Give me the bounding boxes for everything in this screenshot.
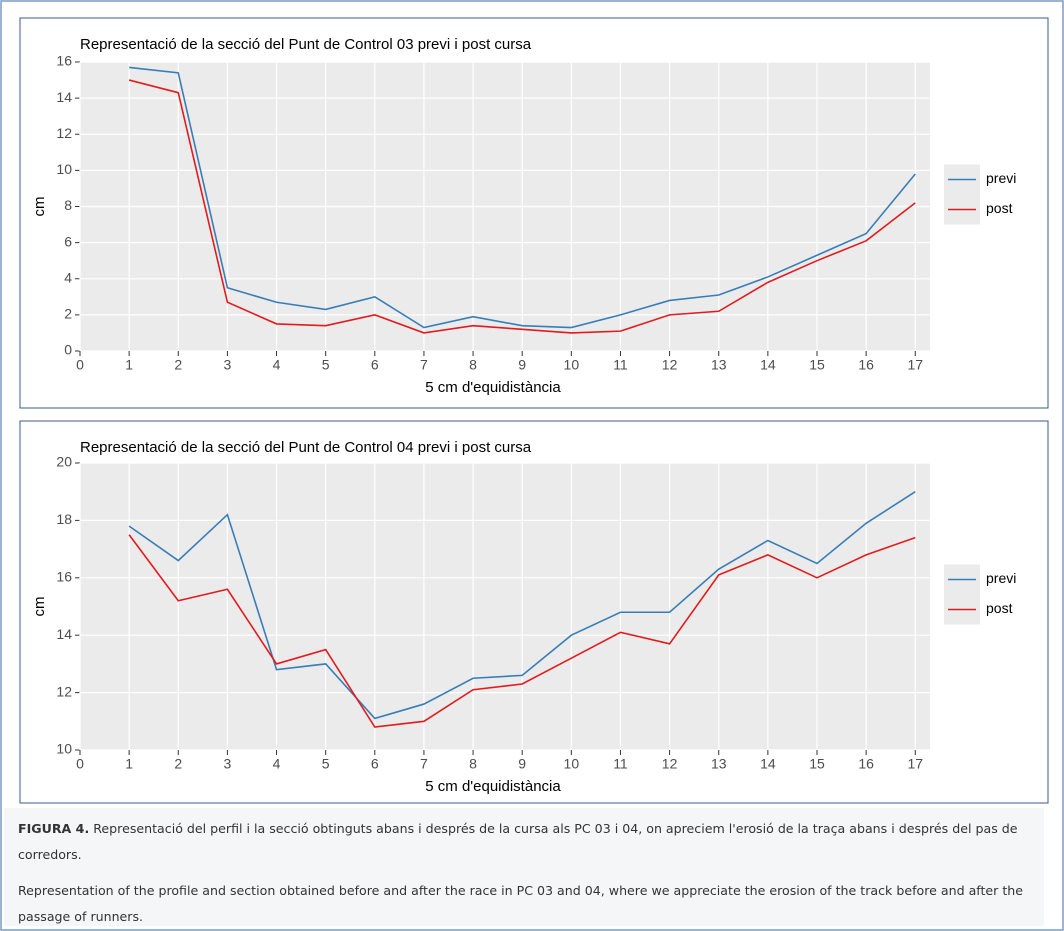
caption-label: FIGURA 4. — [18, 821, 90, 836]
chart: Representació de la secció del Punt de C… — [19, 17, 1049, 409]
x-tick-label: 10 — [564, 357, 580, 373]
line-series — [129, 66, 916, 329]
caption: FIGURA 4. Representació del perfil i la … — [4, 808, 1044, 926]
plot-background — [80, 463, 930, 750]
x-tick-label: 16 — [858, 357, 874, 373]
y-tick-label: 10 — [56, 161, 72, 177]
x-tick-label: 7 — [420, 357, 428, 373]
x-tick-label: 16 — [858, 756, 874, 772]
x-tick-label: 1 — [125, 756, 133, 772]
x-tick-label: 17 — [907, 756, 923, 772]
y-tick-label: 10 — [56, 741, 72, 757]
x-tick-label: 5 — [322, 357, 330, 373]
x-tick-label: 2 — [174, 357, 182, 373]
chart: Representació de la secció del Punt de C… — [19, 420, 1049, 804]
caption-body: Representació del perfil i la secció obt… — [18, 821, 1018, 862]
line-series — [128, 79, 916, 334]
y-tick-label: 2 — [64, 306, 72, 322]
x-axis-label: 5 cm d'equidistància — [425, 778, 561, 795]
x-tick-label: 9 — [518, 357, 526, 373]
x-tick-label: 5 — [322, 756, 330, 772]
y-tick-label: 16 — [56, 53, 72, 69]
x-tick-label: 13 — [711, 357, 727, 373]
x-tick-label: 6 — [371, 756, 379, 772]
y-tick-label: 16 — [56, 569, 72, 585]
y-tick-label: 14 — [56, 626, 72, 642]
y-tick-label: 0 — [64, 342, 72, 358]
y-tick-label: 14 — [56, 89, 72, 105]
y-axis-label: cm — [31, 197, 48, 217]
y-tick-label: 20 — [56, 454, 72, 470]
y-tick-label: 4 — [64, 269, 72, 285]
caption-text: FIGURA 4. Representació del perfil i la … — [18, 816, 1036, 868]
legend-label: previ — [986, 570, 1016, 586]
x-tick-label: 4 — [273, 756, 281, 772]
x-tick-label: 0 — [76, 357, 84, 373]
x-tick-label: 8 — [469, 756, 477, 772]
line-series — [128, 534, 916, 728]
x-tick-label: 3 — [224, 357, 232, 373]
x-tick-label: 15 — [809, 357, 825, 373]
y-tick-label: 12 — [56, 125, 72, 141]
x-tick-label: 6 — [371, 357, 379, 373]
legend-label: post — [986, 600, 1013, 616]
x-tick-label: 1 — [125, 357, 133, 373]
y-tick-label: 12 — [56, 683, 72, 699]
x-tick-label: 4 — [273, 357, 281, 373]
x-tick-label: 17 — [907, 357, 923, 373]
x-tick-label: 7 — [420, 756, 428, 772]
line-series — [128, 491, 916, 720]
y-tick-label: 18 — [56, 511, 72, 527]
x-tick-label: 10 — [564, 756, 580, 772]
x-tick-label: 13 — [711, 756, 727, 772]
x-tick-label: 8 — [469, 357, 477, 373]
x-tick-label: 14 — [760, 357, 776, 373]
x-tick-label: 2 — [174, 756, 182, 772]
y-tick-label: 6 — [64, 233, 72, 249]
x-tick-label: 9 — [518, 756, 526, 772]
y-tick-label: 8 — [64, 197, 72, 213]
chart-title: Representació de la secció del Punt de C… — [80, 36, 532, 53]
legend-label: post — [986, 200, 1013, 216]
x-tick-label: 14 — [760, 756, 776, 772]
caption-translation: Representation of the profile and sectio… — [18, 883, 1024, 924]
x-axis-label: 5 cm d'equidistància — [425, 379, 561, 396]
x-tick-label: 0 — [76, 756, 84, 772]
x-tick-label: 12 — [662, 756, 678, 772]
x-tick-label: 12 — [662, 357, 678, 373]
x-tick-label: 11 — [613, 756, 628, 772]
y-axis-label: cm — [31, 597, 48, 617]
x-tick-label: 11 — [613, 357, 628, 373]
x-tick-label: 3 — [224, 756, 232, 772]
legend-label: previ — [986, 170, 1016, 186]
x-tick-label: 15 — [809, 756, 825, 772]
chart-title: Representació de la secció del Punt de C… — [80, 439, 532, 456]
